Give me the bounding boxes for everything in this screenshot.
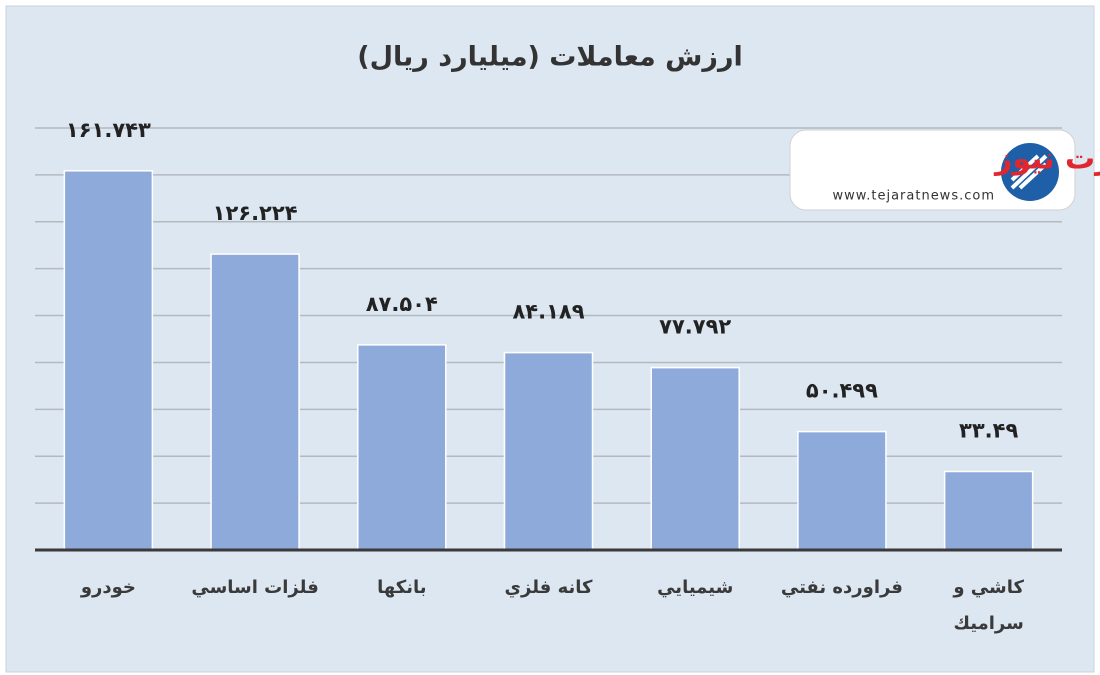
watermark-name: تجارت نیوز: [993, 142, 1100, 177]
value-label: ۱۶۱.۷۴۳: [66, 118, 151, 142]
watermark-box: [789, 129, 1076, 211]
x-tick-label: فراورده نفتي: [780, 577, 903, 598]
value-label: ۸۷.۵۰۴: [366, 292, 438, 316]
value-label: ۱۲۶.۲۲۴: [213, 201, 298, 225]
watermark: تجارت نیوز www.tejaratnews.com: [789, 129, 1100, 211]
x-tick-label: كانه فلزي: [504, 577, 593, 598]
bar: [943, 470, 1034, 551]
value-label: ۸۴.۱۸۹: [512, 300, 584, 324]
x-tick-label: خودرو: [80, 577, 136, 598]
bar: [210, 253, 300, 551]
bar: [357, 344, 447, 551]
watermark-url: www.tejaratnews.com: [833, 189, 995, 204]
value-label: ۷۷.۷۹۲: [659, 315, 731, 339]
x-tick-label: فلزات اساسي: [191, 577, 319, 598]
bar: [650, 366, 740, 551]
watermark-logo-mark: [1010, 154, 1048, 190]
x-tick-label: شيميايي: [657, 577, 734, 598]
bar: [797, 430, 887, 551]
bar: [503, 351, 594, 551]
bar: [63, 170, 154, 551]
x-tick-label: كاشي و سراميك: [953, 577, 1024, 634]
value-label: ۵۰.۴۹۹: [806, 379, 878, 403]
x-tick-label: بانكها: [377, 577, 427, 598]
chart-title: ارزش معاملات (میلیارد ریال): [357, 42, 743, 73]
chart-background: [5, 5, 1095, 673]
value-label: ۳۳.۴۹: [959, 418, 1018, 442]
